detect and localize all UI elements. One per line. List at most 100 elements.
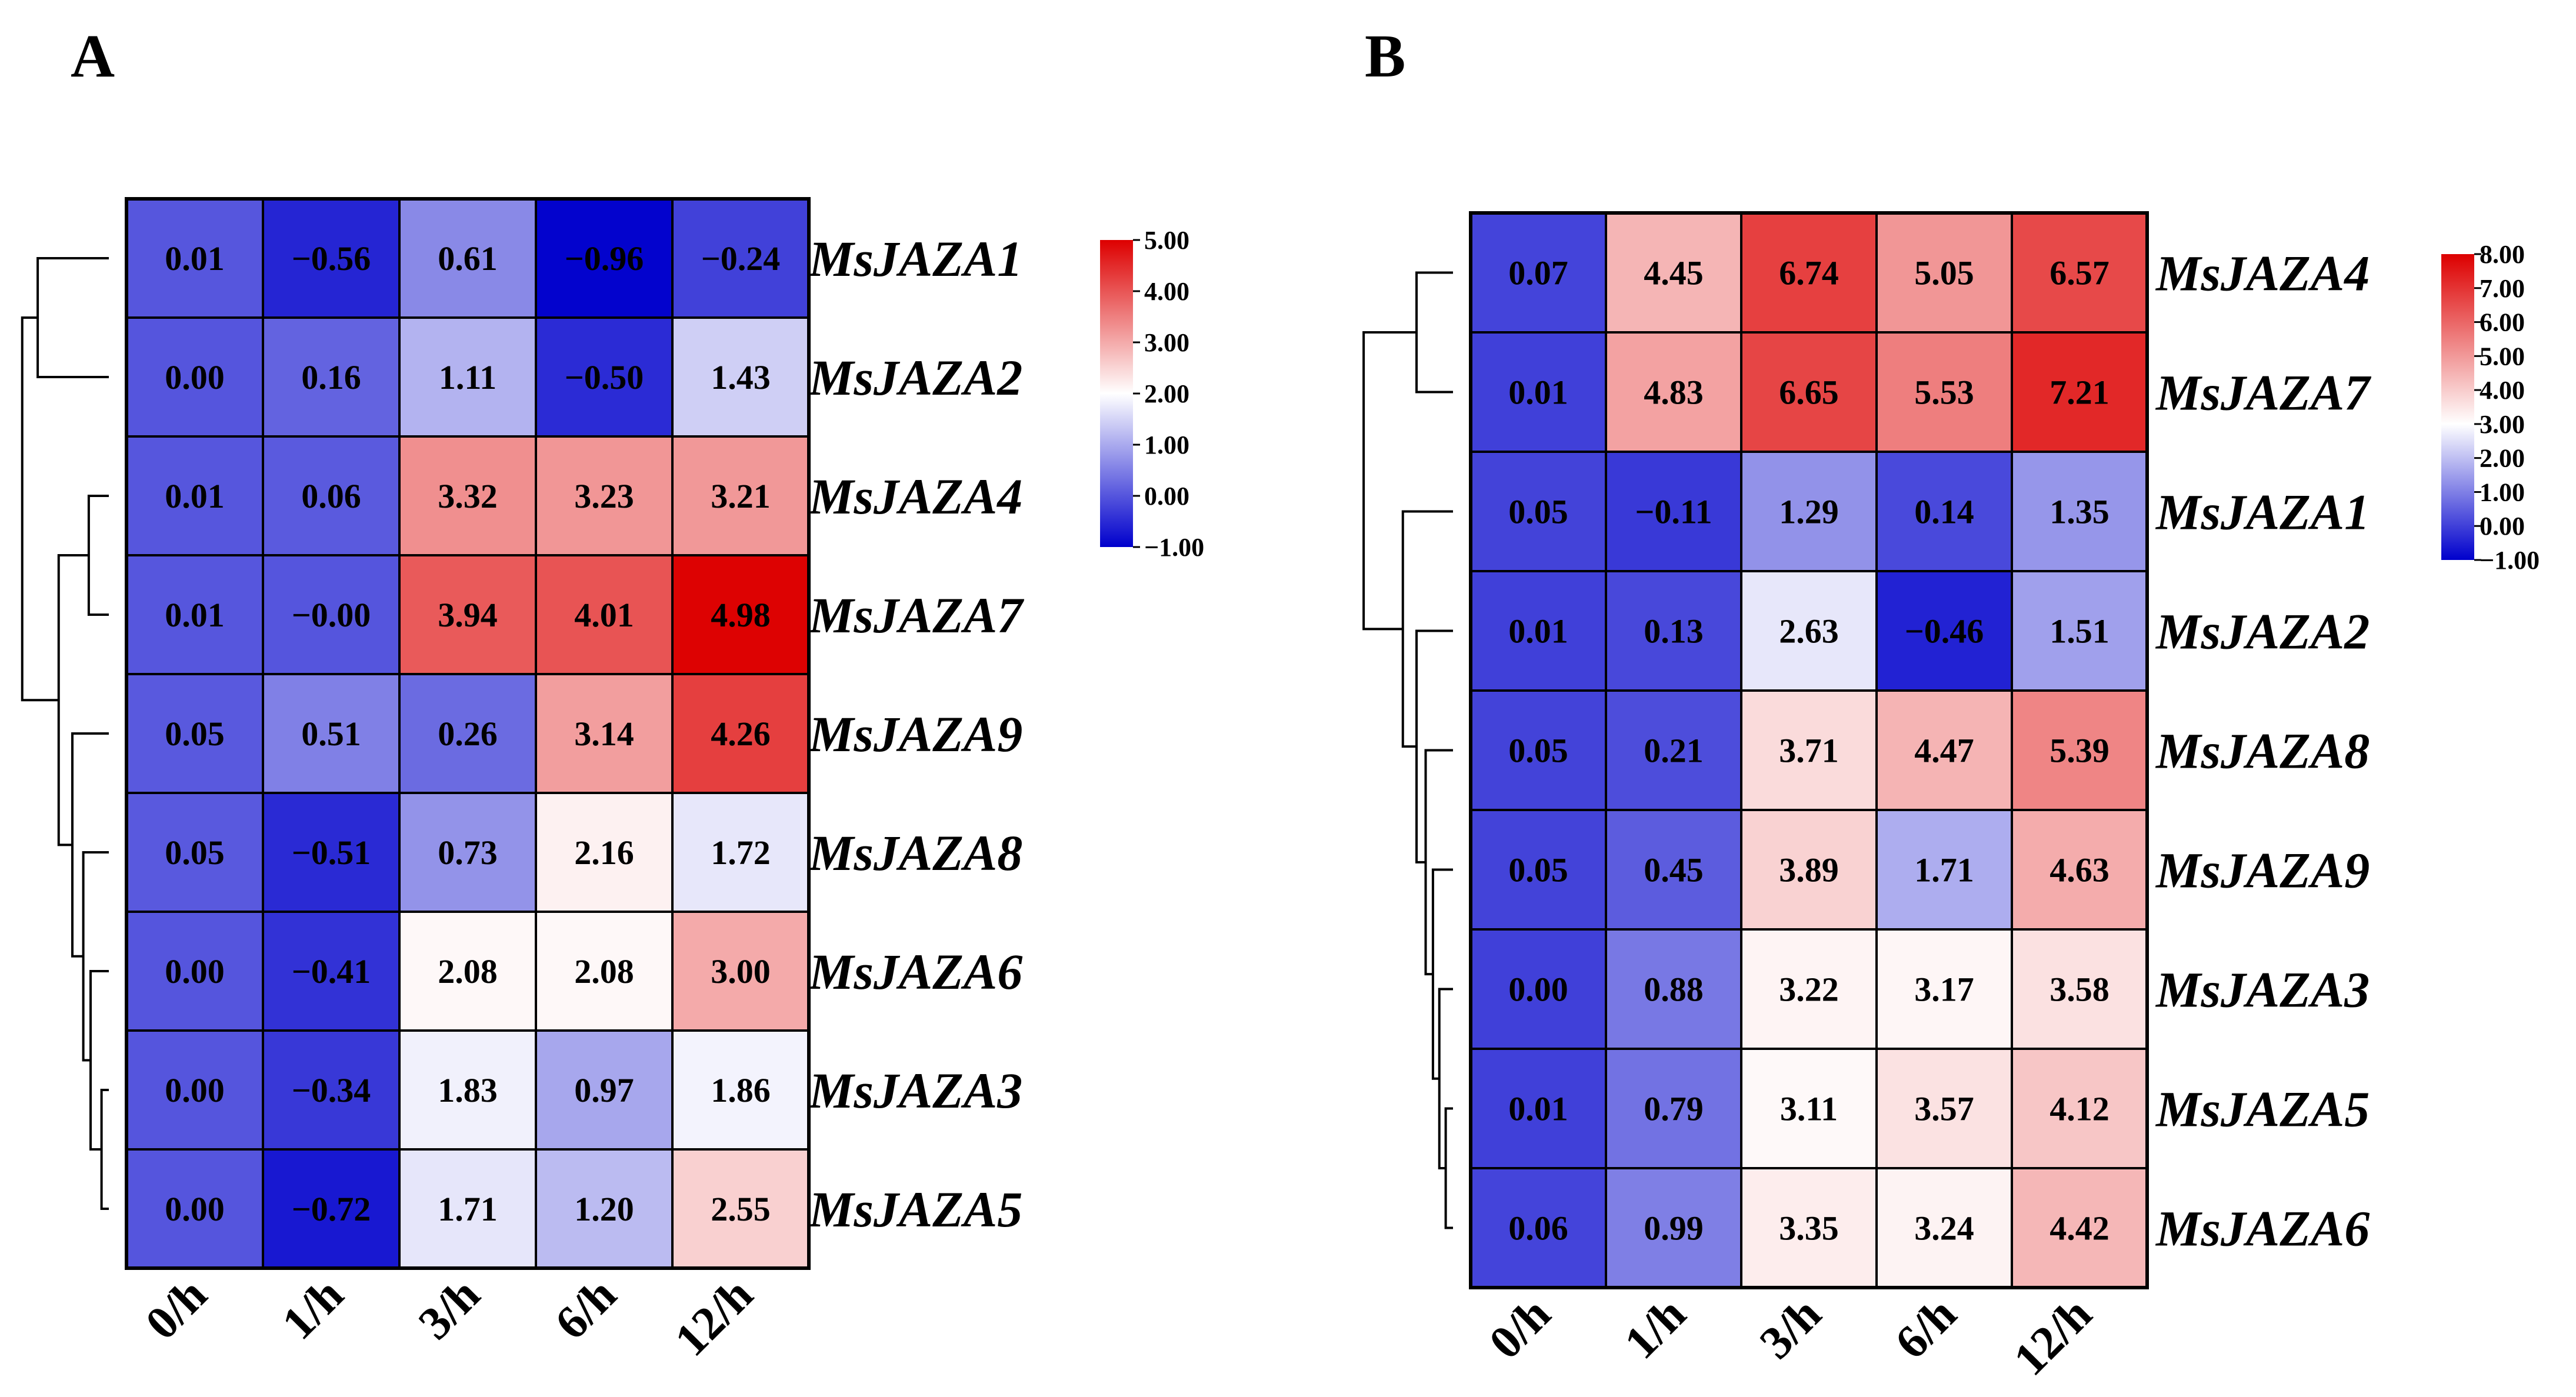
legend-tick-label: 5.00 [2480,342,2525,371]
cell-value-label: 1.86 [711,1071,771,1109]
dendrogram-branch [1444,1107,1453,1229]
cell-value-label: 4.98 [711,596,771,634]
heatmap-cell [1605,331,1742,453]
heatmap-cell [1875,570,2013,692]
cell-value-label: 1.29 [1779,493,1839,531]
cell-value-label: 0.13 [1644,612,1704,651]
heatmap-cell [2011,451,2148,572]
dendrogram-branch [71,732,109,958]
gene-label: MsJAZA6 [808,943,1022,1000]
gene-label: MsJAZA6 [2155,1201,2370,1257]
heatmap-cell [671,673,810,794]
cell-value-label: 3.23 [574,477,634,515]
heatmap-cell [262,792,401,913]
heatmap-cell [125,198,264,319]
gene-label: MsJAZA1 [808,231,1022,287]
cell-value-label: 0.61 [438,239,498,278]
cell-value-label: 3.71 [1779,732,1839,770]
legend-tick-label: 3.00 [2480,410,2525,439]
heatmap-cell [1740,809,1878,931]
heatmap-cell [671,316,810,438]
heatmap-cell [1469,809,1607,931]
legend-tick-label: 2.00 [1144,379,1189,408]
cell-value-label: −0.50 [565,358,644,396]
cell-value-label: 2.08 [438,952,498,991]
cell-value-label: 3.89 [1779,851,1839,889]
legend-tick-label: 4.00 [1144,277,1189,306]
heatmap-cell [125,673,264,794]
gene-label: MsJAZA5 [808,1181,1022,1238]
cell-value-label: 3.17 [1914,971,1974,1009]
cell-value-label: 3.14 [574,715,634,753]
heatmap-border [125,197,811,1270]
cell-value-label: 4.01 [574,596,634,634]
gene-label: MsJAZA7 [2155,365,2371,421]
cell-value-label: 4.45 [1644,254,1704,292]
heatmap-cell [1875,809,2013,931]
cell-value-label: 3.58 [2050,971,2110,1009]
dendrogram-branch [100,1089,109,1210]
heatmap-cell [535,792,674,913]
cell-value-label: 0.00 [165,1190,225,1228]
dendrogram-branch [1415,271,1453,394]
cell-value-label: 0.07 [1508,254,1568,292]
heatmap-panel-b: B 0.07 4.45 6.74 5.05 6.57 0.01 4.83 6.65 5.53 7.2… [1362,22,2540,1385]
heatmap-cell [125,911,264,1032]
column-label: 3/h [409,1269,490,1350]
cell-value-label: 0.00 [165,952,225,991]
cell-value-label: 0.01 [1508,612,1568,651]
dendrogram-branch [1362,331,1417,631]
gene-label: MsJAZA5 [2155,1081,2370,1138]
cell-value-label: 0.05 [165,715,225,753]
cell-value-label: 0.26 [438,715,498,753]
cell-value-label: 4.63 [2050,851,2110,889]
cell-value-label: 5.05 [1914,254,1974,292]
cell-value-label: 4.42 [2050,1209,2110,1248]
heatmap-cell [262,1148,401,1269]
heatmap-cell [1740,331,1878,453]
heatmap-cell [535,554,674,675]
cell-value-label: 0.01 [1508,1090,1568,1128]
heatmap-cell [1605,1167,1742,1289]
cell-value-label: 3.32 [438,477,498,515]
column-label: 3/h [1750,1288,1831,1369]
gene-label: MsJAZA7 [808,587,1024,644]
cell-value-label: 1.71 [1914,851,1974,889]
heatmap-cell [1875,1048,2013,1169]
gene-label: MsJAZA3 [2155,962,2370,1018]
cell-value-label: 1.11 [439,358,496,396]
legend-tick-label: 0.00 [1144,482,1189,511]
heatmap-cell [262,198,401,319]
heatmap-cell [535,435,674,556]
cell-value-label: 0.01 [165,239,225,278]
cell-value-label: 1.20 [574,1190,634,1228]
heatmap-cell [398,316,537,438]
cell-value-label: −0.41 [292,952,371,991]
cell-value-label: 6.65 [1779,374,1839,412]
heatmap-cell [1875,1167,2013,1289]
heatmap-cell [1605,451,1742,572]
legend-tick-label: −1.00 [1144,533,1204,562]
legend-tick-label: −1.00 [2480,546,2540,575]
cell-value-label: 0.05 [165,833,225,872]
cell-value-label: 0.00 [165,1071,225,1109]
cell-value-label: 6.74 [1779,254,1839,292]
heatmap-cell [262,554,401,675]
legend-tick-label: 0.00 [2480,512,2525,541]
cell-value-label: 4.26 [711,715,771,753]
legend-tick-label: 6.00 [2480,308,2525,337]
cell-value-label: 3.21 [711,477,771,515]
cell-value-label: −0.11 [1635,493,1712,531]
cell-value-label: 3.00 [711,952,771,991]
cell-value-label: 5.39 [2050,732,2110,770]
heatmap-cell [1740,1167,1878,1289]
column-label: 6/h [1885,1288,1967,1369]
heatmap-border [1469,211,2149,1289]
cell-value-label: 3.94 [438,596,498,634]
heatmap-cell [671,554,810,675]
heatmap-cell [1740,212,1878,334]
color-legend-bar [1100,240,1133,547]
heatmap-cell [398,792,537,913]
column-label: 6/h [545,1269,626,1350]
